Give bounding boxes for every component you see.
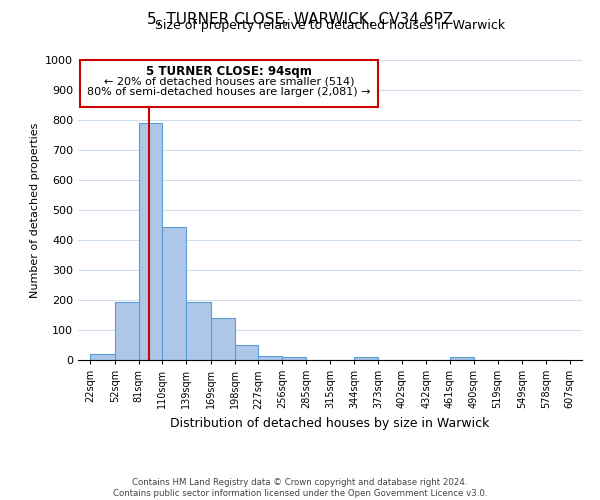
- Bar: [139, 123, 163, 360]
- Bar: [90, 354, 115, 360]
- Text: Contains HM Land Registry data © Crown copyright and database right 2024.
Contai: Contains HM Land Registry data © Crown c…: [113, 478, 487, 498]
- Bar: [80, 60, 378, 106]
- Bar: [211, 318, 235, 360]
- Bar: [282, 357, 306, 360]
- Title: Size of property relative to detached houses in Warwick: Size of property relative to detached ho…: [155, 20, 505, 32]
- Text: 5 TURNER CLOSE: 94sqm: 5 TURNER CLOSE: 94sqm: [146, 65, 312, 78]
- Bar: [186, 302, 211, 360]
- Bar: [258, 356, 282, 360]
- Bar: [163, 226, 186, 360]
- Y-axis label: Number of detached properties: Number of detached properties: [29, 122, 40, 298]
- Text: ← 20% of detached houses are smaller (514): ← 20% of detached houses are smaller (51…: [104, 77, 354, 87]
- Text: 80% of semi-detached houses are larger (2,081) →: 80% of semi-detached houses are larger (…: [87, 87, 371, 97]
- Bar: [235, 345, 258, 360]
- Bar: [354, 357, 378, 360]
- X-axis label: Distribution of detached houses by size in Warwick: Distribution of detached houses by size …: [170, 417, 490, 430]
- Text: 5, TURNER CLOSE, WARWICK, CV34 6PZ: 5, TURNER CLOSE, WARWICK, CV34 6PZ: [147, 12, 453, 28]
- Bar: [115, 302, 139, 360]
- Bar: [450, 357, 474, 360]
